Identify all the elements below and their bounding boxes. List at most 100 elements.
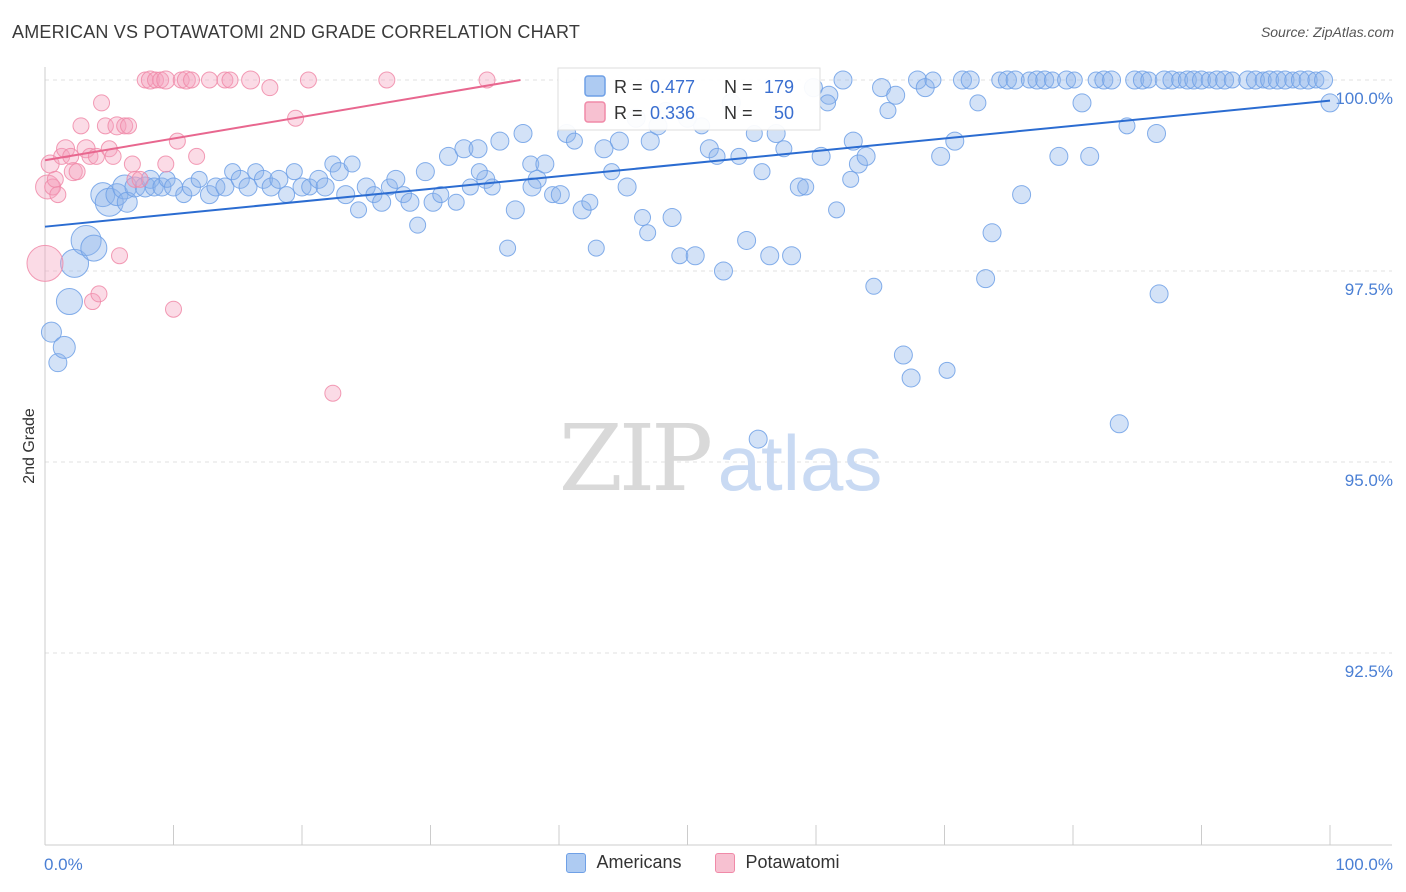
americans-point (522, 177, 542, 197)
x-tick-label: 0.0% (44, 855, 83, 874)
americans-point (833, 70, 853, 90)
watermark-zip: ZIP (559, 405, 710, 512)
potawatomi-point (136, 71, 154, 89)
potawatomi-point (46, 170, 64, 188)
potawatomi-point (324, 384, 342, 402)
americans-point (1147, 123, 1167, 143)
y-tick-label: 97.5% (1345, 280, 1393, 299)
americans-point (52, 335, 76, 359)
americans-point (1207, 70, 1227, 90)
americans-point (158, 170, 176, 188)
americans-point (550, 185, 570, 205)
americans-point (639, 224, 657, 242)
legend-box: R = 0.477 N = 179 R = 0.336 N = 50 (557, 67, 821, 131)
americans-point (1109, 414, 1129, 434)
americans-point (315, 177, 335, 197)
legend-item-americans: Americans (566, 852, 681, 873)
americans-point (336, 185, 356, 205)
americans-point (1020, 71, 1038, 89)
americans-point (848, 154, 868, 174)
legend-n-value: 50 (774, 103, 794, 123)
americans-point (1267, 70, 1287, 90)
americans-swatch (566, 852, 587, 873)
americans-point (1005, 70, 1025, 90)
potawatomi-point (156, 70, 176, 90)
chart-title: AMERICAN VS POTAWATOMI 2ND GRADE CORRELA… (12, 22, 581, 42)
potawatomi-point (26, 244, 64, 282)
americans-point (1065, 71, 1083, 89)
americans-point (1087, 71, 1105, 89)
legend-swatch-americans (584, 75, 606, 97)
americans-point (901, 368, 921, 388)
potawatomi-point (200, 71, 218, 89)
americans-point (386, 169, 406, 189)
americans-point (1072, 93, 1092, 113)
americans-point (976, 269, 996, 289)
americans-point (617, 177, 637, 197)
americans-point (470, 163, 488, 181)
potawatomi-point (241, 70, 261, 90)
trend-lines (44, 79, 1331, 228)
americans-point (152, 177, 172, 197)
americans-point (438, 146, 458, 166)
americans-point (634, 209, 652, 227)
americans-point (1290, 70, 1310, 90)
legend-swatch-potawatomi (584, 101, 606, 123)
potawatomi-trend-line (44, 79, 521, 162)
americans-point (1043, 71, 1061, 89)
americans-point (789, 177, 809, 197)
potawatomi-point (116, 117, 134, 135)
legend-n-value: 179 (764, 77, 794, 97)
americans-point (1260, 70, 1280, 90)
potawatomi-point (49, 186, 67, 204)
americans-point (753, 163, 771, 181)
americans-point (1132, 70, 1152, 90)
americans-point (505, 200, 525, 220)
americans-point (581, 193, 599, 211)
potawatomi-point (172, 71, 190, 89)
americans-point (224, 163, 242, 181)
americans-point (350, 201, 368, 219)
potawatomi-point (63, 162, 83, 182)
x-tick-labels: 0.0% 100.0% (44, 855, 1393, 874)
americans-point (253, 169, 273, 189)
potawatomi-point (126, 170, 144, 188)
americans-point (997, 70, 1017, 90)
legend-r-value: 0.336 (650, 103, 695, 123)
potawatomi-point (152, 71, 170, 89)
americans-point (594, 139, 614, 159)
americans-point (1094, 70, 1114, 90)
americans-point (856, 146, 876, 166)
watermark-atlas: atlas (718, 419, 883, 507)
americans-point (343, 155, 361, 173)
americans-point (468, 139, 488, 159)
americans-point (400, 192, 420, 212)
americans-point (931, 146, 951, 166)
legend-r-label: R = (614, 103, 643, 123)
americans-point (522, 155, 540, 173)
potawatomi-point (188, 147, 206, 165)
americans-point (1140, 71, 1158, 89)
americans-point (748, 429, 768, 449)
americans-point (1027, 70, 1047, 90)
bottom-legend: Americans Potawatomi (0, 852, 1406, 873)
potawatomi-point (131, 170, 149, 188)
potawatomi-point (120, 117, 138, 135)
potawatomi-point (165, 300, 182, 318)
potawatomi-point (168, 132, 186, 150)
americans-point (662, 208, 682, 228)
americans-point (247, 163, 265, 181)
americans-point (685, 246, 705, 266)
legend-item-potawatomi: Potawatomi (715, 852, 840, 873)
americans-point (737, 230, 757, 250)
americans-point (490, 131, 510, 151)
americans-point (285, 163, 303, 181)
americans-point (982, 223, 1002, 243)
americans-point (190, 170, 208, 188)
americans-point (278, 186, 296, 204)
americans-point (671, 247, 689, 265)
americans-point (175, 186, 193, 204)
americans-point (960, 70, 980, 90)
y-axis-title: 2nd Grade (21, 408, 38, 484)
